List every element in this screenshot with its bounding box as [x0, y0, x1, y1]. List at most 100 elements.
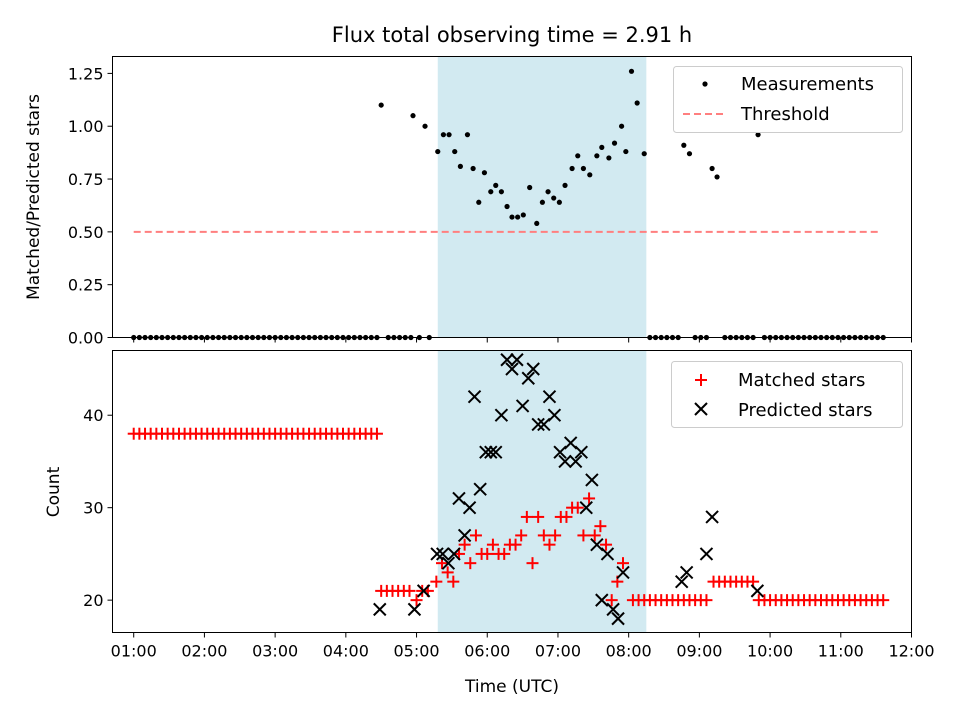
measurement-point [520, 212, 526, 218]
legend-matched-label: Matched stars [738, 370, 865, 391]
measurement-point [556, 199, 562, 205]
predicted-star-point [515, 399, 530, 413]
figure-title: Flux total observing time = 2.91 h [332, 23, 692, 47]
x-tick-label: 05:00 [393, 642, 439, 661]
measurement-point [686, 151, 693, 157]
predicted-star-point [705, 510, 719, 524]
predicted-star-point [568, 454, 583, 469]
measurement-point [587, 172, 593, 178]
x-tick-label: 04:00 [323, 642, 369, 661]
count-legend-box [671, 361, 903, 428]
matched-star-point [577, 529, 590, 542]
measurement-point [440, 132, 447, 138]
measurement-point [498, 189, 504, 195]
predicted-star-point [500, 353, 514, 367]
measurement-point [623, 148, 629, 155]
y-tick-label: 0.75 [68, 170, 104, 189]
predicted-star-point [547, 408, 562, 422]
predicted-star-point [699, 547, 714, 561]
legend-measurements-label: Measurements [741, 74, 874, 95]
measurement-point [435, 148, 441, 155]
legend-threshold-label: Threshold [740, 104, 830, 125]
predicted-star-point [679, 565, 694, 580]
measurement-point [714, 174, 720, 180]
predicted-star-point [447, 547, 461, 561]
matched-star-point [583, 492, 596, 505]
measurement-point [755, 132, 761, 138]
predicted-star-point [521, 371, 535, 385]
x-tick-label: 09:00 [676, 642, 722, 661]
count-panel-frame [112, 350, 912, 633]
matched-star-point [617, 557, 630, 570]
matched-star-point [515, 529, 528, 542]
measurement-point [470, 165, 476, 172]
matched-star-point [700, 594, 713, 607]
x-tick-label: 06:00 [464, 642, 510, 661]
predicted-star-point [579, 500, 593, 515]
measurement-point [634, 100, 640, 106]
measurement-point [606, 155, 612, 161]
measurement-point [562, 182, 568, 188]
predicted-star-point [494, 408, 509, 422]
measurement-point [446, 132, 452, 138]
ratio-legend: Measurements Threshold [673, 66, 903, 133]
legend-predicted-label: Predicted stars [738, 400, 872, 421]
measurement-point [527, 184, 533, 191]
y-tick-label: 20 [83, 591, 103, 610]
measurement-point [539, 199, 546, 205]
predicted-star-point [457, 528, 472, 543]
predicted-star-point [467, 390, 482, 404]
measurement-point [493, 182, 499, 188]
observing-window-band [437, 350, 647, 633]
predicted-star-point [479, 445, 493, 459]
predicted-star-point [595, 593, 609, 607]
y-tick-label: 0.00 [68, 329, 104, 348]
matched-star-point [549, 529, 562, 542]
matched-star-point [447, 575, 460, 588]
measurement-point [509, 214, 515, 220]
matched-star-point [458, 538, 471, 551]
predicted-star-point [473, 482, 487, 496]
matched-star-point [498, 547, 511, 560]
y-tick-label: 0.25 [68, 276, 104, 295]
matched-star-point [526, 557, 539, 570]
predicted-star-point [674, 574, 689, 589]
measurement-point [488, 189, 494, 195]
measurement-point [410, 113, 416, 119]
matched-star-point [600, 538, 613, 551]
matched-star-point [605, 594, 618, 607]
predicted-star-point [616, 565, 630, 580]
ratio-legend-box [673, 66, 903, 133]
observing-window-band [437, 56, 647, 338]
matched-star-point [588, 529, 601, 542]
matched-star-point [532, 510, 545, 523]
ratio-panel-frame [112, 56, 912, 338]
matched-star-point [464, 557, 477, 570]
measurement-point [457, 163, 463, 169]
predicted-star-point [585, 473, 599, 487]
y-tick-label: 1.00 [68, 117, 104, 136]
measurement-point [580, 165, 587, 172]
measurement-point [534, 220, 540, 227]
measurement-point [628, 68, 635, 74]
predicted-star-point [574, 445, 589, 459]
measurement-point [569, 165, 575, 172]
measurement-point [611, 140, 618, 146]
y-tick-label: 30 [83, 499, 103, 518]
predicted-star-point [526, 362, 540, 376]
y-tick-label: 1.25 [68, 64, 104, 83]
predicted-star-point [510, 353, 524, 367]
matched-star-point [594, 520, 607, 533]
x-tick-label: 10:00 [747, 642, 793, 661]
legend-measurements-marker [702, 81, 708, 87]
matched-star-point [543, 538, 556, 551]
predicted-star-point [430, 547, 444, 561]
matched-star-point [509, 538, 522, 551]
measurement-point [481, 170, 488, 176]
predicted-star-point [505, 362, 519, 376]
measurement-point [594, 153, 600, 159]
count-panel: 01:00 02:00 03:00 04:00 05:00 06:00 07:00 08:00… [44, 350, 935, 697]
x-tick-label: 11:00 [818, 642, 864, 661]
matched-star-point [370, 427, 383, 440]
